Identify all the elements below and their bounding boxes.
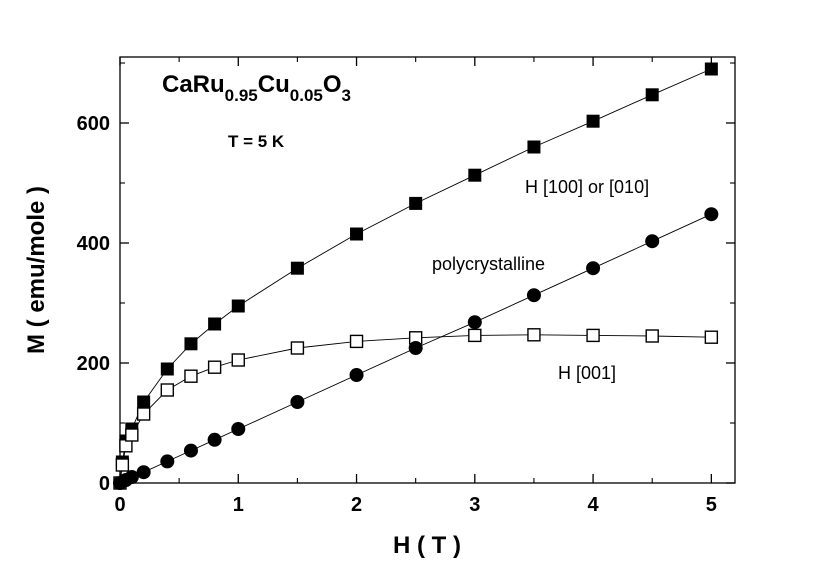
data-point-open-square (704, 330, 719, 344)
y-axis-title: M ( emu/mole ) (23, 186, 50, 354)
data-point-open-square (586, 328, 600, 343)
data-point-circle (231, 422, 246, 436)
data-point-open-square (290, 341, 305, 355)
data-point-open-square (136, 407, 151, 421)
data-point-open-square (184, 369, 198, 383)
data-point-circle (586, 261, 601, 276)
series-label-c-axis: H [001] (558, 363, 616, 383)
formula-element: O (323, 71, 342, 98)
data-point-filled-square (231, 299, 245, 313)
data-point-open-square (231, 353, 245, 367)
data-point-filled-square (137, 395, 151, 409)
temperature-label: T = 5 K (228, 132, 285, 151)
data-point-open-square (527, 328, 541, 342)
data-point-circle (207, 432, 222, 447)
formula-element: Cu (258, 71, 290, 98)
data-point-circle (290, 395, 305, 409)
data-point-circle (467, 315, 482, 330)
series-label-polycrystalline: polycrystalline (432, 254, 545, 274)
data-point-open-square (160, 383, 175, 397)
y-tick-label: 200 (77, 353, 110, 375)
data-point-circle (136, 465, 151, 480)
y-tick-label: 400 (77, 233, 110, 255)
data-point-open-square (468, 328, 482, 343)
y-tick-label: 600 (77, 113, 110, 135)
x-tick-label: 2 (351, 494, 362, 516)
data-point-filled-square (586, 114, 600, 128)
x-axis-title: H ( T ) (393, 532, 461, 559)
data-point-filled-square (160, 362, 174, 376)
data-point-filled-square (184, 337, 198, 351)
data-point-filled-square (704, 62, 718, 76)
data-point-filled-square (645, 88, 659, 102)
x-tick-label: 5 (706, 494, 717, 516)
series-label-in-plane: H [100] or [010] (525, 177, 649, 197)
data-point-circle (124, 470, 139, 484)
markers-layer (113, 62, 719, 490)
data-point-open-square (349, 334, 364, 349)
formula-subscript: 0.95 (225, 86, 258, 105)
formula-element: CaRu (162, 71, 225, 98)
series-lines-layer (119, 68, 712, 484)
data-point-circle (408, 341, 423, 355)
x-tick-label: 4 (588, 494, 600, 516)
data-point-filled-square (290, 261, 304, 275)
x-tick-label: 1 (233, 494, 244, 516)
data-point-filled-square (409, 196, 423, 210)
text-layer: CaRu0.95Cu0.05O3 T = 5 K H [100] or [010… (23, 71, 649, 559)
data-point-filled-square (208, 317, 222, 331)
data-point-open-square (115, 458, 130, 472)
formula-subscript: 0.05 (290, 86, 323, 105)
plot-frame (119, 56, 736, 484)
data-point-circle (526, 288, 541, 303)
data-point-circle (183, 443, 198, 458)
y-tick-label: 0 (99, 473, 110, 495)
data-point-circle (704, 207, 719, 222)
data-point-open-square (207, 360, 222, 374)
data-point-filled-square (350, 227, 364, 241)
series-line-0 (119, 68, 712, 484)
x-tick-label: 0 (114, 494, 125, 516)
data-point-circle (645, 234, 660, 249)
data-point-circle (349, 368, 364, 382)
data-point-filled-square (468, 168, 482, 182)
x-tick-label: 3 (469, 494, 480, 516)
axes-layer: 0 1 2 3 4 5 0 200 400 600 (77, 56, 736, 516)
compound-formula: CaRu0.95Cu0.05O3 (162, 71, 351, 105)
formula-subscript: 3 (342, 86, 351, 105)
data-point-open-square (645, 329, 659, 343)
series-line-1 (119, 334, 712, 484)
data-point-circle (160, 454, 175, 469)
data-point-open-square (125, 428, 139, 442)
data-point-filled-square (527, 140, 541, 154)
